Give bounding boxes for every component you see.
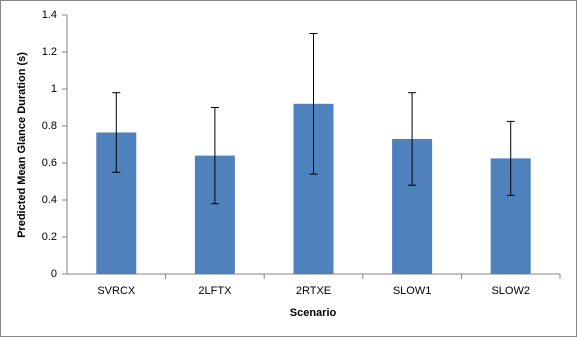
x-tick-label: SLOW1	[393, 285, 432, 297]
y-tick-label: 0	[51, 268, 57, 280]
y-axis-label: Predicted Mean Glance Duration (s)	[16, 52, 28, 238]
y-tick-label: 0.2	[42, 231, 57, 243]
y-tick-label: 1.2	[42, 46, 57, 58]
y-tick-label: 1.4	[42, 9, 57, 21]
x-axis-label: Scenario	[290, 307, 337, 319]
y-tick-label: 0.4	[42, 194, 57, 206]
x-tick-label: 2RTXE	[296, 285, 331, 297]
x-tick-label: SVRCX	[97, 285, 136, 297]
x-tick-label: 2LFTX	[198, 285, 232, 297]
y-tick-label: 0.8	[42, 120, 57, 132]
y-tick-label: 1	[51, 83, 57, 95]
x-tick-label: SLOW2	[491, 285, 530, 297]
y-tick-label: 0.6	[42, 157, 57, 169]
